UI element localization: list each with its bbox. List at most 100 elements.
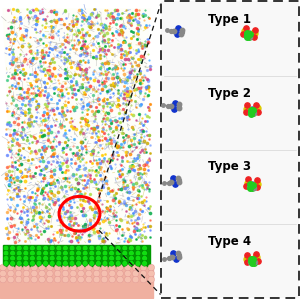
Text: Type 1: Type 1 [208,13,251,26]
Circle shape [116,251,121,256]
Circle shape [69,245,75,251]
Circle shape [135,245,141,251]
Circle shape [122,260,128,266]
Circle shape [62,264,69,271]
Circle shape [132,276,139,283]
Circle shape [129,255,134,261]
Circle shape [129,251,134,256]
Circle shape [29,251,35,256]
Circle shape [36,255,42,261]
Circle shape [85,270,92,277]
Circle shape [10,245,16,251]
Circle shape [69,251,75,256]
Circle shape [16,245,22,251]
Circle shape [89,245,95,251]
Circle shape [31,264,38,271]
Circle shape [142,260,148,266]
Circle shape [56,260,62,266]
Circle shape [89,260,95,266]
Circle shape [117,276,123,283]
Circle shape [116,245,121,251]
Circle shape [8,276,14,283]
Circle shape [23,276,30,283]
Circle shape [142,255,148,261]
Circle shape [29,260,35,266]
Text: Type 3: Type 3 [208,160,251,173]
Circle shape [39,270,45,277]
Circle shape [8,264,14,271]
Circle shape [109,251,115,256]
Circle shape [49,245,55,251]
Circle shape [56,255,62,261]
Circle shape [76,260,82,266]
Circle shape [117,270,123,277]
Circle shape [0,270,6,277]
Circle shape [101,264,108,271]
Circle shape [56,245,62,251]
Circle shape [10,251,16,256]
Circle shape [148,276,154,283]
Circle shape [82,260,88,266]
Circle shape [62,251,68,256]
Circle shape [62,255,68,261]
Circle shape [3,255,9,261]
Circle shape [96,251,101,256]
Circle shape [36,260,42,266]
Circle shape [142,245,148,251]
Circle shape [96,255,101,261]
Circle shape [16,251,22,256]
Circle shape [62,260,68,266]
Circle shape [85,276,92,283]
Circle shape [16,255,22,261]
Circle shape [116,260,121,266]
Circle shape [96,260,101,266]
Circle shape [15,264,22,271]
Polygon shape [0,265,153,298]
Circle shape [3,251,9,256]
Circle shape [23,251,29,256]
Circle shape [46,264,53,271]
Circle shape [132,264,139,271]
Circle shape [101,270,108,277]
Circle shape [129,245,134,251]
Circle shape [109,276,116,283]
Circle shape [36,251,42,256]
Circle shape [23,260,29,266]
Circle shape [43,255,49,261]
Circle shape [135,255,141,261]
Circle shape [82,251,88,256]
Circle shape [69,260,75,266]
Circle shape [39,276,45,283]
Circle shape [148,264,154,271]
Circle shape [54,276,61,283]
Circle shape [78,270,84,277]
Circle shape [101,276,108,283]
Circle shape [31,270,38,277]
Circle shape [82,255,88,261]
Circle shape [124,264,131,271]
Circle shape [31,276,38,283]
Circle shape [16,260,22,266]
Circle shape [102,251,108,256]
Circle shape [49,260,55,266]
Circle shape [132,270,139,277]
Circle shape [56,251,62,256]
Circle shape [89,251,95,256]
Circle shape [49,255,55,261]
Circle shape [15,276,22,283]
Circle shape [102,245,108,251]
Circle shape [122,245,128,251]
Circle shape [124,276,131,283]
Circle shape [3,260,9,266]
Circle shape [116,255,121,261]
Circle shape [117,264,123,271]
Circle shape [69,255,75,261]
Circle shape [62,270,69,277]
Circle shape [43,260,49,266]
Circle shape [8,270,14,277]
Circle shape [78,264,84,271]
Circle shape [76,245,82,251]
Circle shape [76,251,82,256]
Circle shape [23,264,30,271]
Circle shape [93,276,100,283]
